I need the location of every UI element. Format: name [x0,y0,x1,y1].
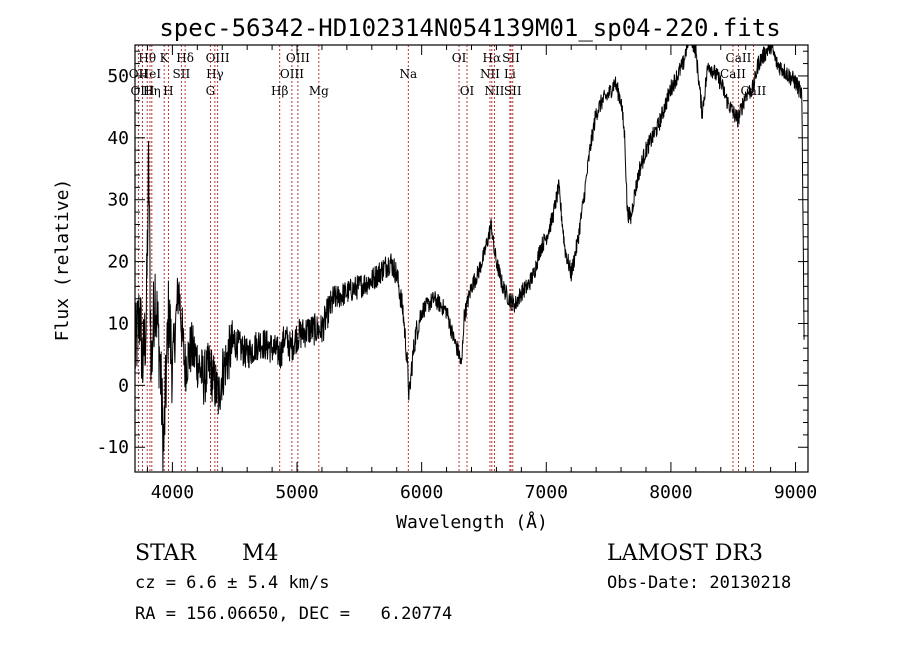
x-tick-label: 4000 [151,482,194,503]
spectral-line-label: Hδ [176,51,194,65]
y-tick-label: 0 [118,375,129,396]
spectral-line-label: OIII [130,84,154,98]
x-axis-label: Wavelength (Å) [396,511,548,533]
y-tick-label: 30 [107,190,129,211]
spectrum-plot [134,44,805,472]
y-tick-label: -10 [96,437,129,458]
spectral-line-label: Hα [483,51,502,65]
chart-title: spec-56342-HD102314N054139M01_sp04-220.f… [159,14,780,42]
object-class: STAR [135,541,197,566]
survey-name: LAMOST DR3 [607,541,763,566]
y-tick-label: 40 [107,128,129,149]
spectral-line-label: Li [504,67,516,81]
spectral-line-label: OIII [280,67,304,81]
spectral-line-label: Hγ [206,67,224,81]
obs-date: Obs-Date: 20130218 [607,573,791,593]
coordinates: RA = 156.06650, DEC = 6.20774 [135,604,452,624]
x-tick-label: 7000 [525,482,568,503]
x-tick-label: 8000 [649,482,692,503]
spectral-line-label: NII [480,67,500,81]
spectral-line-label: CaII [720,67,746,81]
x-tick-label: 6000 [400,482,443,503]
y-tick-label: 20 [107,252,129,273]
spectral-line-label: H [163,84,173,98]
y-axis-label: Flux (relative) [52,179,73,342]
spectral-line-label: OII [129,67,149,81]
spectral-line-label: HeI [139,67,162,81]
spectral-line-label: SII [502,51,520,65]
spectral-line-label: Hθ [138,51,156,65]
spectral-line-label: CaII [726,51,752,65]
spectral-line-label: OIII [206,51,230,65]
spectrum-line [134,44,805,472]
axes: 4000 5000 6000 7000 8000 9000 -10 0 10 20 30 40 50 [96,45,817,503]
spectral-line-label: Mg [309,84,329,98]
spectral-line-label: OIII [286,51,310,65]
spectral-line-label: Hβ [271,84,288,98]
spectral-line-label: Hη [143,84,161,98]
redshift-info: cz = 6.6 ± 5.4 km/s [135,573,329,593]
spectral-line-label: G [206,84,216,98]
x-tick-label: 5000 [275,482,318,503]
spectral-line-label: SII [504,84,522,98]
plot-frame [134,44,809,473]
spectral-line-label: NII [484,84,504,98]
spectral-line-label: OI [452,51,467,65]
y-tick-label: 50 [107,66,129,87]
y-tick-label: 10 [107,313,129,334]
spectral-line-label: K [160,51,170,65]
spectral-line-label: Na [399,67,417,81]
object-subclass: M4 [242,541,279,566]
spectral-line-label: SII [173,67,191,81]
x-tick-label: 9000 [774,482,817,503]
spectral-line-label: OI [460,84,475,98]
